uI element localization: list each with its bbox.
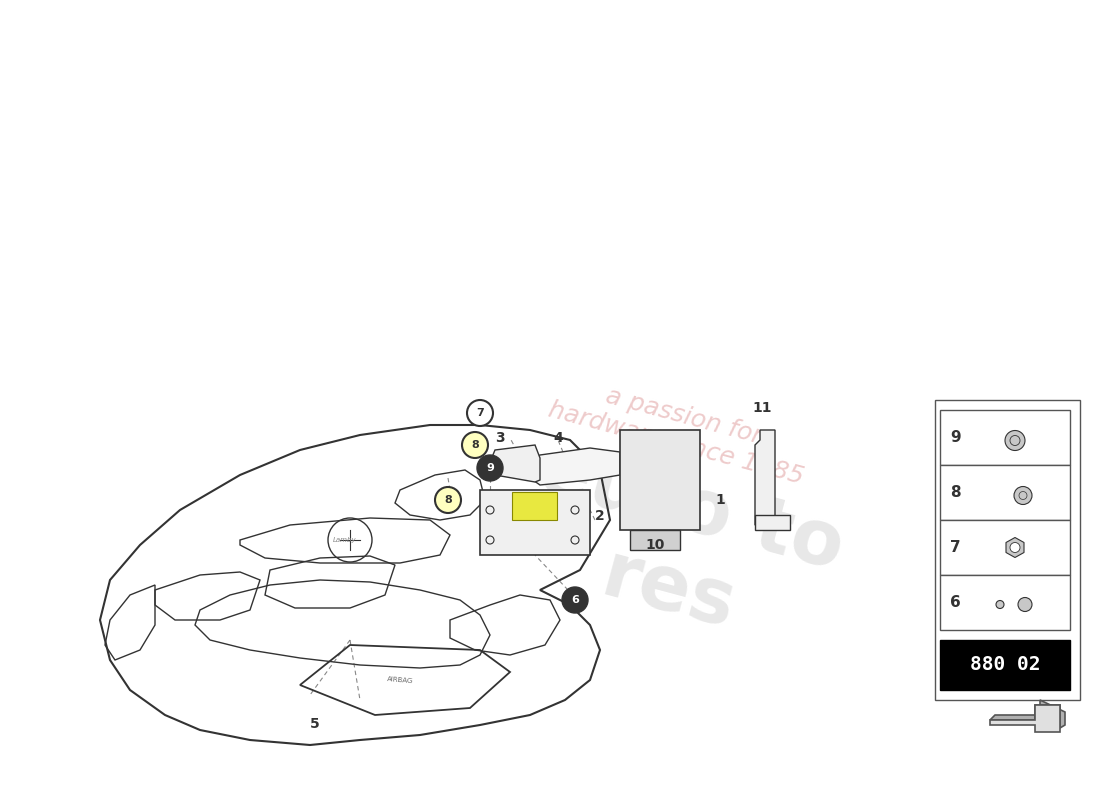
Text: 5: 5	[310, 717, 320, 731]
Circle shape	[468, 400, 493, 426]
Text: 10: 10	[646, 538, 664, 552]
FancyBboxPatch shape	[480, 490, 590, 555]
Circle shape	[477, 455, 503, 481]
Circle shape	[1005, 430, 1025, 450]
Text: 3: 3	[495, 431, 505, 445]
Text: 8: 8	[444, 495, 452, 505]
Text: Lamby: Lamby	[333, 537, 356, 543]
Text: 2: 2	[595, 509, 605, 523]
Text: 4: 4	[553, 431, 563, 445]
FancyBboxPatch shape	[940, 575, 1070, 630]
FancyBboxPatch shape	[630, 530, 680, 550]
Text: 7: 7	[476, 408, 484, 418]
FancyBboxPatch shape	[940, 520, 1070, 575]
Polygon shape	[990, 700, 1065, 728]
Text: 7: 7	[950, 540, 960, 555]
Text: 8: 8	[950, 485, 960, 500]
Polygon shape	[755, 515, 790, 530]
Circle shape	[1018, 598, 1032, 611]
Circle shape	[1014, 486, 1032, 505]
Circle shape	[562, 587, 588, 613]
FancyBboxPatch shape	[620, 430, 700, 530]
Polygon shape	[530, 448, 620, 485]
Polygon shape	[1006, 538, 1024, 558]
Circle shape	[996, 601, 1004, 609]
FancyBboxPatch shape	[940, 410, 1070, 465]
Text: 8: 8	[471, 440, 478, 450]
Circle shape	[462, 432, 488, 458]
Circle shape	[1010, 542, 1020, 553]
Text: 11: 11	[752, 401, 772, 415]
Polygon shape	[755, 430, 775, 525]
Text: a passion for
hardware since 1985: a passion for hardware since 1985	[546, 371, 814, 489]
Circle shape	[434, 487, 461, 513]
Text: 1: 1	[715, 493, 725, 507]
Text: 880 02: 880 02	[970, 655, 1041, 674]
FancyBboxPatch shape	[940, 640, 1070, 690]
Polygon shape	[490, 445, 540, 482]
FancyBboxPatch shape	[512, 492, 557, 520]
Text: 6: 6	[571, 595, 579, 605]
Text: 6: 6	[950, 595, 960, 610]
Polygon shape	[990, 705, 1060, 732]
Text: euro to
res: euro to res	[508, 433, 851, 667]
Text: 9: 9	[486, 463, 494, 473]
Text: AIRBAG: AIRBAG	[387, 676, 414, 684]
Text: 9: 9	[950, 430, 960, 445]
FancyBboxPatch shape	[940, 465, 1070, 520]
